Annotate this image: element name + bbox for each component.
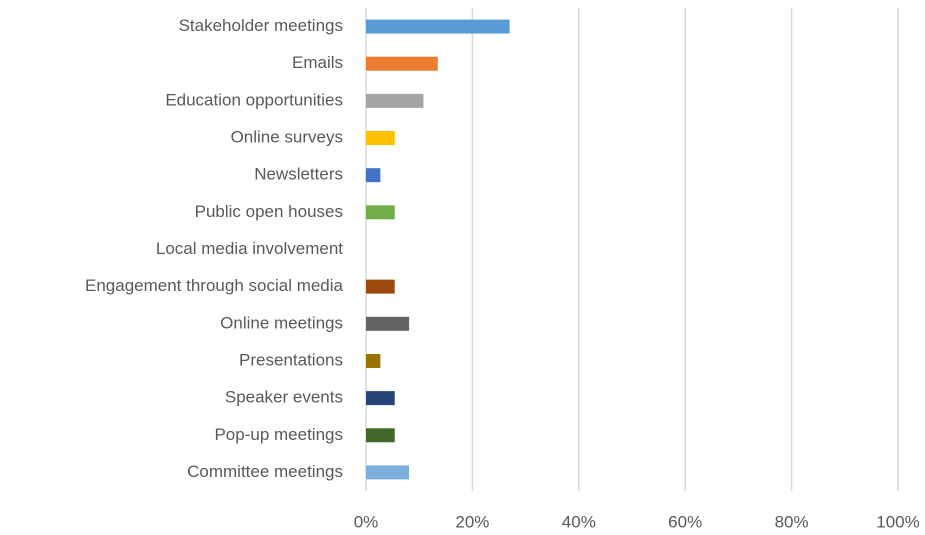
y-tick-label: Committee meetings: [187, 462, 343, 481]
bar: [366, 93, 424, 108]
bar: [366, 168, 381, 183]
y-tick-label: Online surveys: [231, 128, 343, 147]
y-tick-label: Stakeholder meetings: [179, 16, 343, 35]
x-tick-label: 60%: [668, 512, 702, 531]
bar: [366, 205, 395, 220]
bar: [366, 316, 410, 331]
bar: [366, 465, 410, 480]
x-tick-label: 0%: [354, 512, 379, 531]
x-tick-label: 40%: [562, 512, 596, 531]
bar: [366, 353, 381, 368]
y-tick-label: Speaker events: [225, 388, 343, 407]
bar: [366, 391, 395, 406]
bar: [366, 428, 395, 443]
x-tick-label: 80%: [775, 512, 809, 531]
bar: [366, 56, 438, 71]
y-tick-label: Online meetings: [220, 313, 343, 332]
x-tick-label: 20%: [455, 512, 489, 531]
y-tick-label: Local media involvement: [156, 239, 343, 258]
y-tick-label: Newsletters: [254, 165, 343, 184]
y-tick-label: Presentations: [239, 350, 343, 369]
y-tick-label: Engagement through social media: [85, 276, 344, 295]
bar: [366, 131, 395, 146]
y-tick-label: Pop-up meetings: [214, 425, 343, 444]
y-tick-label: Public open houses: [195, 202, 343, 221]
y-tick-label: Emails: [292, 53, 343, 72]
y-tick-label: Education opportunities: [165, 90, 343, 109]
bar: [366, 279, 395, 294]
x-tick-label: 100%: [876, 512, 919, 531]
bar: [366, 19, 510, 34]
